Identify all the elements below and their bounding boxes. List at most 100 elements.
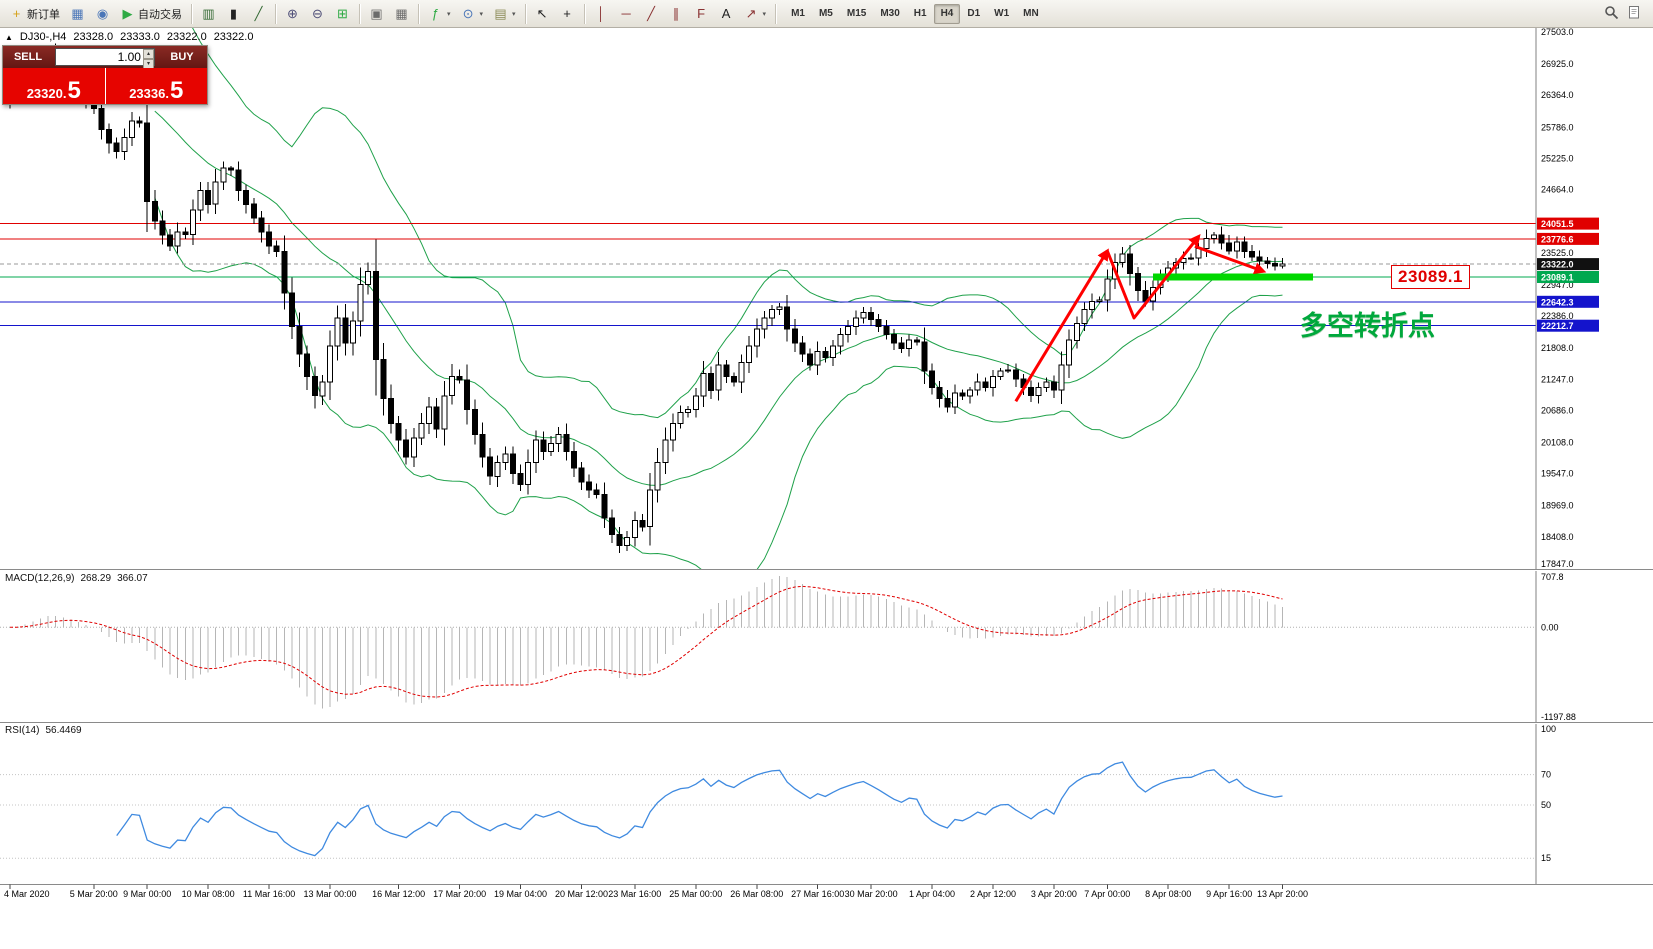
search-icon [1605,5,1619,19]
charts-list-icon: ▦ [71,6,84,21]
svg-text:-1197.88: -1197.88 [1541,712,1576,722]
svg-text:21808.0: 21808.0 [1541,343,1574,353]
tile-windows-button[interactable]: ▦ [389,3,414,25]
toolbar-buttons: + 新订单 ▦ ◉ ▶ 自动交易 ▥ ▮ ╱ ⊕ ⊖ ⊞ ▣ ▦ ƒ ▾ ⊙ ▾ ▤ ▾ ↖ + │ ─ ╱ ∥ F A ↗ ▾ M1 M5 M… [4,3,1046,25]
auto-trading-button-label: 自动交易 [138,8,182,21]
search-button[interactable] [1601,2,1622,26]
toolbar-separator [775,3,777,24]
timeframe-m15-button[interactable]: M15 [840,4,873,24]
periods-button[interactable]: ⊙ ▾ [456,3,489,25]
profiles-button[interactable]: ◉ [90,3,115,25]
arrows-button[interactable]: ↗ ▾ [739,3,772,25]
timeframe-group: M1 M5 M15 M30 H1 H4 D1 W1 MN [784,3,1046,24]
timeframe-mn-button[interactable]: MN [1016,4,1046,24]
charts-list-button[interactable]: ▦ [65,3,90,25]
toolbar-separator [583,3,585,24]
volume-up-button[interactable]: ▴ [142,49,154,59]
svg-text:3 Apr 20:00: 3 Apr 20:00 [1031,889,1077,899]
auto-trading-icon: ▶ [122,6,133,21]
svg-text:23322.0: 23322.0 [1541,260,1574,270]
turning-point-annotation: 多空转折点 [1300,311,1435,341]
bar-chart-button[interactable]: ▥ [196,3,221,25]
vertical-line-button[interactable]: │ [589,3,614,25]
bar-chart-icon: ▥ [202,6,215,21]
timeframe-m1-button[interactable]: M1 [784,4,812,24]
cursor-button[interactable]: ↖ [530,3,555,25]
crosshair-button[interactable]: + [555,3,580,25]
svg-text:18408.0: 18408.0 [1541,532,1574,542]
rsi-value: 56.4469 [45,725,82,736]
timeframe-h4-button[interactable]: H4 [933,3,961,24]
trade-panel-top: SELL ▴ ▾ BUY [3,46,207,69]
buy-price-button[interactable]: 23336. 5 [105,68,207,104]
time-axis: 4 Mar 2020 5 Mar 20:00 9 Mar 00:00 10 Mar 0… [4,884,1308,899]
channel-button[interactable]: ∥ [664,3,689,25]
trendline-icon: ╱ [647,6,655,21]
new-order-button[interactable]: + 新订单 [4,3,65,25]
buy-button[interactable]: BUY [157,46,207,68]
macd-value-1: 268.29 [80,573,112,584]
timeframe-w1-button[interactable]: W1 [987,4,1016,24]
buy-price-main: 23336. [129,86,169,101]
timeframe-m30-button[interactable]: M30 [873,4,906,24]
macd-histogram [17,576,1283,709]
chart-canvas[interactable]: 27503.0 26925.0 26364.0 25786.0 25225.0 24664… [0,28,1653,949]
volume-spinner: ▴ ▾ [142,49,154,69]
zoom-in-button[interactable]: ⊕ [280,3,305,25]
candlestick-chart-icon: ▮ [229,6,238,21]
horizontal-line-button[interactable]: ─ [614,3,639,25]
toolbar-separator [191,3,192,24]
volume-control: ▴ ▾ [55,48,155,69]
svg-text:19 Mar 04:00: 19 Mar 04:00 [494,889,547,899]
auto-arrange-button[interactable]: ⊞ [330,3,355,25]
timeframe-h1-button[interactable]: H1 [907,4,934,24]
macd-panel: 707.8 0.00 -1197.88 [0,572,1576,722]
line-chart-icon: ╱ [254,6,263,21]
symbol-timeframe: DJ30-,H4 [19,31,67,43]
sell-price-button[interactable]: 23320. 5 [3,68,105,104]
zoom-out-button[interactable]: ⊖ [305,3,330,25]
svg-text:50: 50 [1541,800,1551,810]
sell-price-big-digit: 5 [67,77,81,104]
volume-input[interactable] [56,49,143,65]
svg-text:23 Mar 16:00: 23 Mar 16:00 [608,889,661,899]
trend-arrows [1014,234,1267,403]
line-chart-button[interactable]: ╱ [246,3,271,25]
macd-signal-line [9,585,1283,698]
panel-separators[interactable] [0,569,1653,886]
timeframe-m5-button[interactable]: M5 [812,4,840,24]
zoom-in-icon: ⊕ [287,6,298,21]
svg-text:20108.0: 20108.0 [1541,438,1574,448]
new-order-icon: + [12,6,21,21]
svg-text:1 Apr 04:00: 1 Apr 04:00 [909,889,955,899]
svg-text:13 Mar 00:00: 13 Mar 00:00 [303,889,356,899]
svg-text:27 Mar 16:00: 27 Mar 16:00 [791,889,844,899]
toolbar-separator [524,3,526,24]
timeframe-d1-button[interactable]: D1 [960,4,987,24]
new-window-button[interactable] [1624,2,1645,26]
auto-trading-button[interactable]: ▶ 自动交易 [115,3,187,25]
rsi-panel: 100 70 50 15 [0,724,1556,863]
indicators-button[interactable]: ƒ ▾ [423,3,456,25]
svg-text:9 Apr 16:00: 9 Apr 16:00 [1206,889,1252,899]
svg-text:2 Apr 12:00: 2 Apr 12:00 [970,889,1016,899]
candlestick-chart-button[interactable]: ▮ [221,3,246,25]
svg-text:22212.7: 22212.7 [1541,321,1574,331]
fibonacci-icon: F [697,6,706,21]
trendline-button[interactable]: ╱ [639,3,664,25]
svg-text:8 Apr 08:00: 8 Apr 08:00 [1145,889,1191,899]
buy-price-big-digit: 5 [169,77,184,104]
sell-price-main: 23320. [26,86,67,101]
cascade-windows-button[interactable]: ▣ [364,3,389,25]
ohlc-low: 23322.0 [166,31,207,43]
svg-text:24051.5: 24051.5 [1541,219,1574,229]
svg-text:20686.0: 20686.0 [1541,405,1574,415]
templates-button[interactable]: ▤ ▾ [488,3,521,25]
ohlc-open: 23328.0 [73,31,114,43]
fibonacci-button[interactable]: F [689,3,714,25]
chart-workspace: 27503.0 26925.0 26364.0 25786.0 25225.0 24664… [0,28,1653,949]
svg-text:9 Mar 00:00: 9 Mar 00:00 [123,889,171,899]
toolbar-separator [418,3,419,24]
sell-button[interactable]: SELL [3,46,53,68]
text-button[interactable]: A [714,3,739,25]
